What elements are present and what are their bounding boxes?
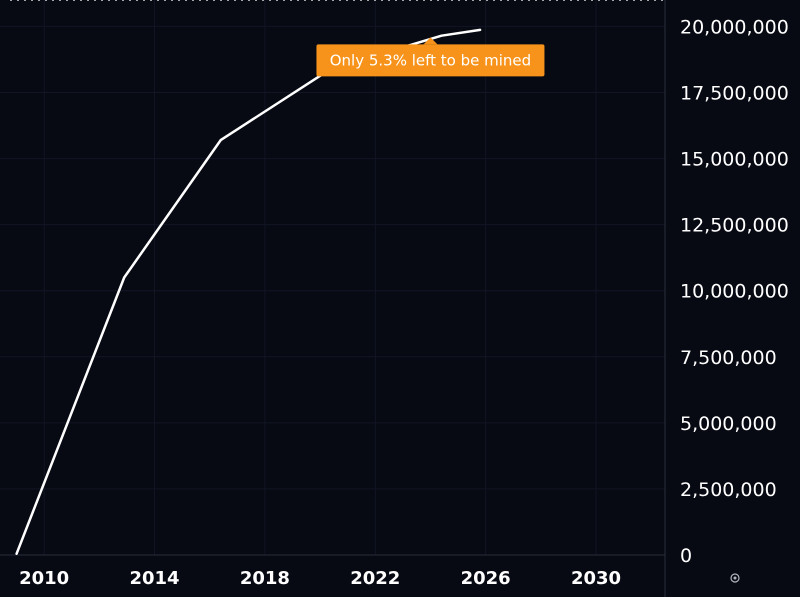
callout-pointer (423, 37, 438, 45)
callout-box (316, 44, 545, 77)
y-tick-label: 5,000,000 (680, 413, 777, 435)
series-point (15, 552, 18, 555)
series-point (440, 34, 443, 37)
y-tick-label: 10,000,000 (680, 281, 789, 303)
y-tick-label: 2,500,000 (680, 479, 777, 501)
series-point (479, 29, 481, 31)
y-tick-label: 7,500,000 (680, 347, 777, 369)
x-tick-label: 2018 (240, 568, 290, 589)
y-axis-ticks: 0 2,500,000 5,000,000 7,500,000 10,000,000 12… (680, 16, 789, 567)
y-tick-label: 20,000,000 (680, 16, 789, 38)
x-tick-label: 2010 (19, 568, 69, 589)
x-tick-label: 2022 (350, 568, 400, 589)
y-tick-label: 17,500,000 (680, 83, 789, 105)
x-axis-ticks: 2010 2014 2018 2022 2026 2030 (19, 568, 621, 589)
grid-lines (0, 0, 665, 556)
settings-gear-icon[interactable] (730, 573, 740, 583)
series-point (123, 276, 125, 279)
series-line-0 (15, 28, 482, 555)
y-tick-label: 15,000,000 (680, 149, 789, 171)
y-tick-label: 12,500,000 (680, 215, 789, 237)
series-layer (15, 28, 482, 555)
x-tick-label: 2030 (571, 568, 621, 589)
x-tick-label: 2014 (129, 568, 179, 589)
callout-label: Only 5.3% left to be mined (330, 51, 531, 69)
y-tick-label: 0 (680, 545, 692, 567)
x-tick-label: 2026 (461, 568, 511, 589)
annotation-layer: Only 5.3% left to be mined (316, 37, 545, 77)
series-point (219, 139, 222, 141)
